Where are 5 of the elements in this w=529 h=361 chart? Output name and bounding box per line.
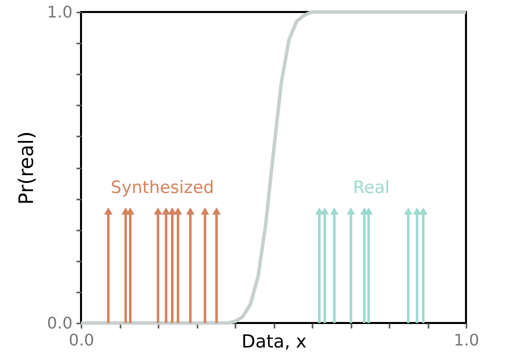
series-label: Synthesized: [110, 178, 214, 198]
y-axis-title: Pr(real): [14, 131, 38, 205]
x-axis-title: Data, x: [241, 332, 307, 352]
line-series: [79, 10, 468, 325]
series-label: Real: [352, 178, 390, 198]
